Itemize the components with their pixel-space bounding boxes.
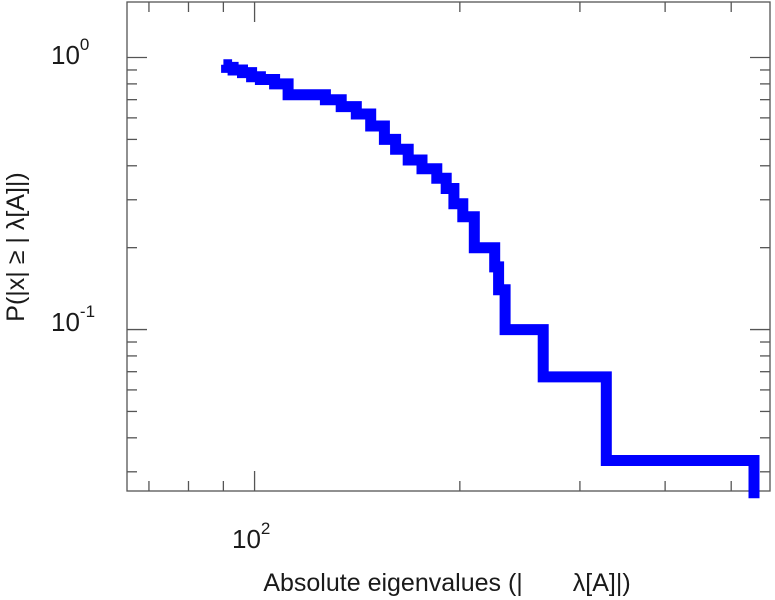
y-major-tick-label: 10-1 <box>51 302 95 337</box>
svg-text:10-1: 10-1 <box>51 302 95 337</box>
axis-ticks <box>127 2 770 491</box>
plot-frame <box>126 1 771 492</box>
svg-text:102: 102 <box>232 519 270 554</box>
series-layer <box>221 59 760 499</box>
x-axis-label: Absolute eigenvalues (| λ[A]|) <box>263 569 630 597</box>
svg-text:100: 100 <box>51 35 89 70</box>
y-major-tick-label: 100 <box>51 35 89 70</box>
series-line <box>221 59 760 499</box>
x-major-tick-label: 102 <box>232 519 270 554</box>
y-axis-label: P(|x| ≥ | λ[A]|) <box>2 172 30 321</box>
